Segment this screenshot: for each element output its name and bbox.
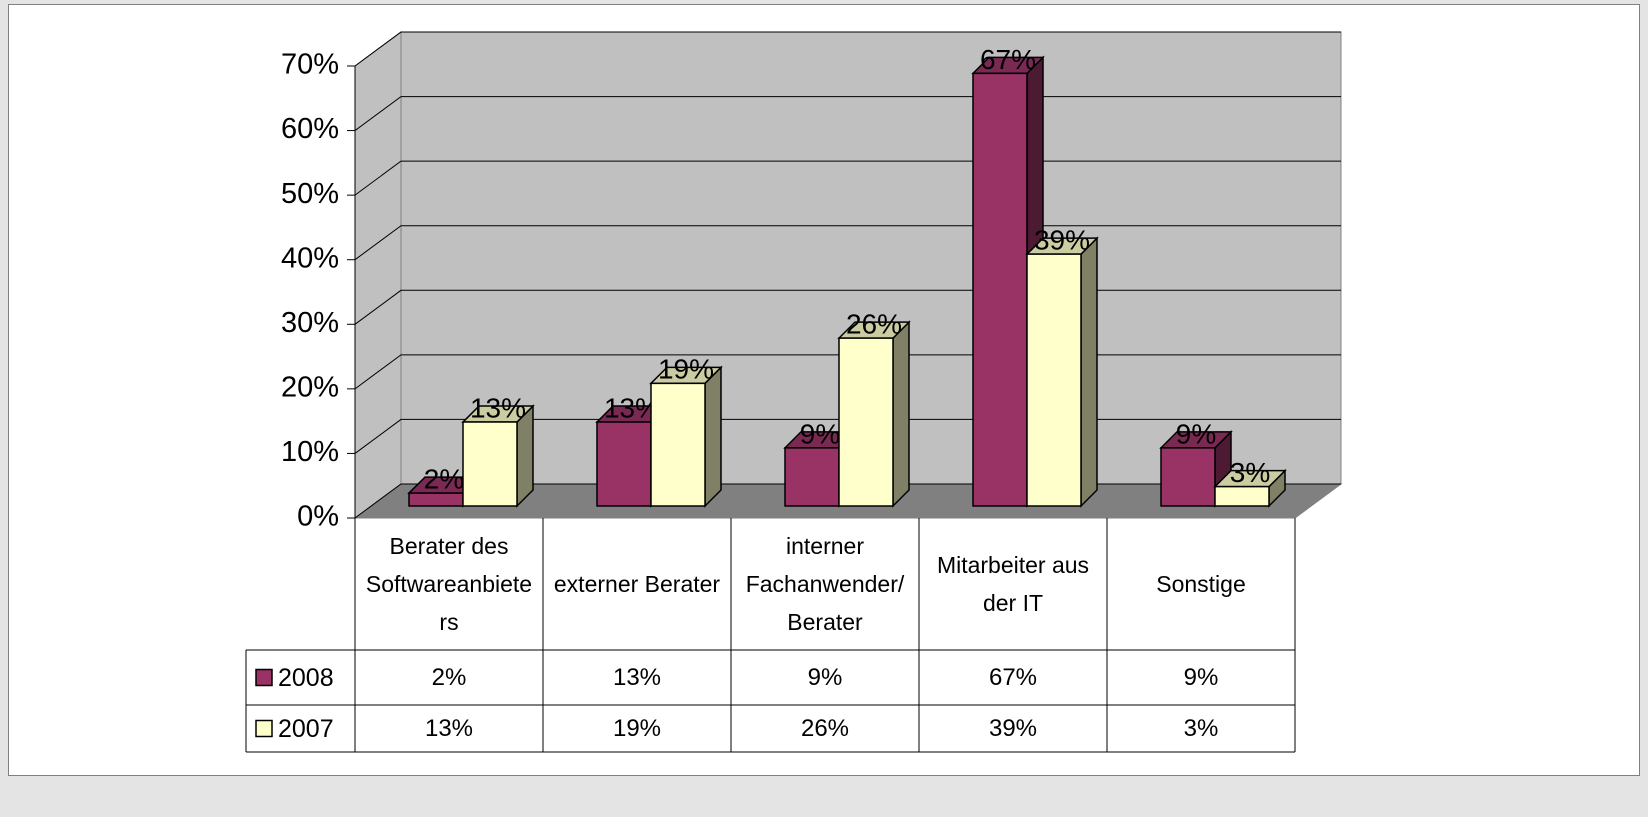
category-label: Sonstige (1156, 571, 1246, 597)
bar (461, 404, 535, 508)
y-tick-label: 40% (281, 242, 339, 274)
bar-front (408, 492, 464, 507)
bar-front (1160, 447, 1216, 507)
y-tick-label: 50% (281, 178, 339, 210)
value-label: 3% (1230, 457, 1270, 488)
y-tick-label: 30% (281, 307, 339, 339)
bar (1213, 468, 1287, 508)
value-label: 39% (1034, 225, 1090, 256)
bar-front (784, 447, 840, 507)
bar-side (892, 320, 910, 508)
y-tick-label: 70% (281, 49, 339, 81)
category-label: Berater des Softwareanbieters (365, 533, 533, 635)
value-label: 26% (846, 309, 902, 340)
grid-line (354, 31, 1341, 67)
bar-side (704, 365, 722, 508)
value-label: 13% (470, 392, 526, 423)
bar-front (972, 72, 1028, 507)
bar-front (838, 337, 894, 507)
bar-side (1080, 236, 1098, 508)
table-value: 67% (988, 663, 1038, 691)
category-label: Mitarbeiter aus der IT (936, 552, 1090, 616)
bar-front (596, 421, 652, 507)
legend-swatch (255, 668, 273, 687)
table-value: 9% (1183, 663, 1219, 691)
bar-front (650, 382, 706, 507)
bar-front (1214, 485, 1270, 507)
y-tick-label: 20% (281, 372, 339, 404)
y-tick-label: 10% (281, 436, 339, 468)
legend-label: 2007 (278, 715, 334, 743)
table-value: 26% (800, 714, 850, 742)
table-value: 3% (1183, 714, 1219, 742)
bar (837, 320, 911, 508)
value-label: 9% (800, 418, 840, 449)
bar (649, 365, 723, 508)
value-label: 67% (980, 44, 1036, 75)
y-tick-label: 0% (297, 501, 339, 533)
table-value: 2% (431, 663, 467, 691)
value-label: 2% (424, 463, 464, 494)
table-value: 9% (807, 663, 843, 691)
legend-label: 2008 (278, 664, 334, 692)
bar-front (462, 421, 518, 507)
value-label: 9% (1176, 418, 1216, 449)
category-label: interner Fachanwender/Berater (745, 533, 905, 635)
side-wall (354, 31, 402, 519)
table-value: 39% (988, 714, 1038, 742)
bar-front (1026, 253, 1082, 507)
table-value: 19% (612, 714, 662, 742)
table-value: 13% (424, 714, 474, 742)
y-tick-label: 60% (281, 113, 339, 145)
category-label: externer Berater (553, 571, 721, 597)
bar (1025, 236, 1099, 508)
value-label: 19% (658, 354, 714, 385)
table-value: 13% (612, 663, 662, 691)
legend-swatch (255, 719, 273, 738)
